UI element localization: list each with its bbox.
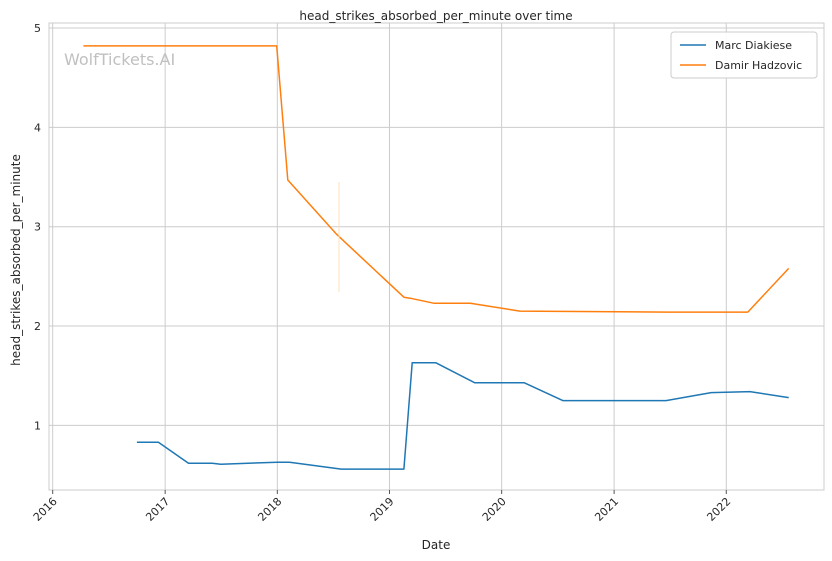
- legend-box: [670, 31, 818, 79]
- y-axis-label: head_strikes_absorbed_per_minute: [9, 154, 23, 366]
- chart-title: head_strikes_absorbed_per_minute over ti…: [299, 9, 572, 23]
- x-tick-label: 2022: [704, 495, 733, 524]
- series-line-damir-hadzovic: [83, 45, 790, 313]
- y-tick-label: 5: [34, 22, 41, 35]
- series-lines: [83, 45, 790, 470]
- legend-label-damir-hadzovic: Damir Hadzovic: [715, 59, 802, 72]
- x-tick-label: 2017: [143, 495, 172, 524]
- plot-frame: [48, 22, 825, 491]
- x-axis-label: Date: [422, 538, 451, 552]
- y-ticks: 1 2 3 4 5: [34, 22, 41, 432]
- y-tick-label: 1: [34, 419, 41, 432]
- x-tick-label: 2019: [368, 495, 397, 524]
- x-tick-label: 2016: [31, 495, 60, 524]
- y-tick-label: 4: [34, 121, 41, 134]
- x-tick-label: 2018: [255, 495, 284, 524]
- x-tick-label: 2021: [592, 495, 621, 524]
- watermark: WolfTickets.AI: [64, 50, 175, 69]
- x-tick-label: 2020: [480, 495, 509, 524]
- y-tick-label: 2: [34, 320, 41, 333]
- legend-label-marc-diakiese: Marc Diakiese: [715, 39, 792, 52]
- y-tick-label: 3: [34, 221, 41, 234]
- series-line-marc-diakiese: [136, 362, 789, 470]
- legend: Marc Diakiese Damir Hadzovic: [670, 31, 818, 79]
- x-ticks: 2016 2017 2018 2019 2020 2021 2022: [31, 490, 733, 524]
- grid: [49, 23, 824, 490]
